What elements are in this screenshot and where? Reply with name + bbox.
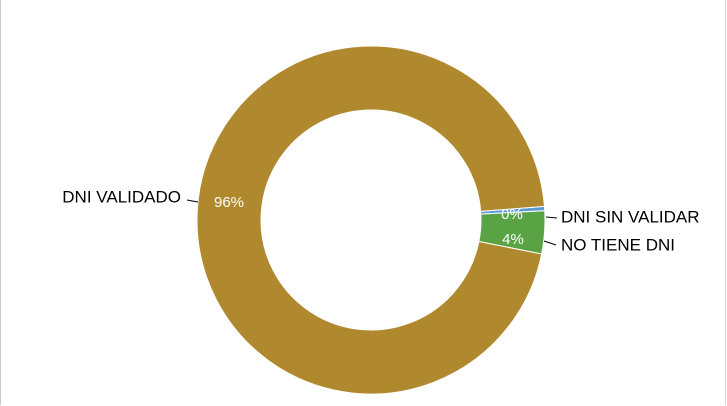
- leader-no-tiene-dni: [543, 240, 557, 246]
- category-label-dni-sin-validar: DNI SIN VALIDAR: [561, 207, 700, 226]
- category-label-dni-validado: DNI VALIDADO: [62, 187, 181, 206]
- slice-dni-validado: [196, 45, 546, 395]
- leader-dni-sin-validar: [545, 216, 558, 219]
- leader-dni-validado: [186, 199, 199, 203]
- data-label-dni-validado: 96%: [214, 194, 244, 211]
- data-label-no-tiene-dni: 4%: [502, 231, 524, 248]
- category-label-no-tiene-dni: NO TIENE DNI: [561, 235, 675, 254]
- data-label-dni-sin-validar: 0%: [501, 206, 523, 223]
